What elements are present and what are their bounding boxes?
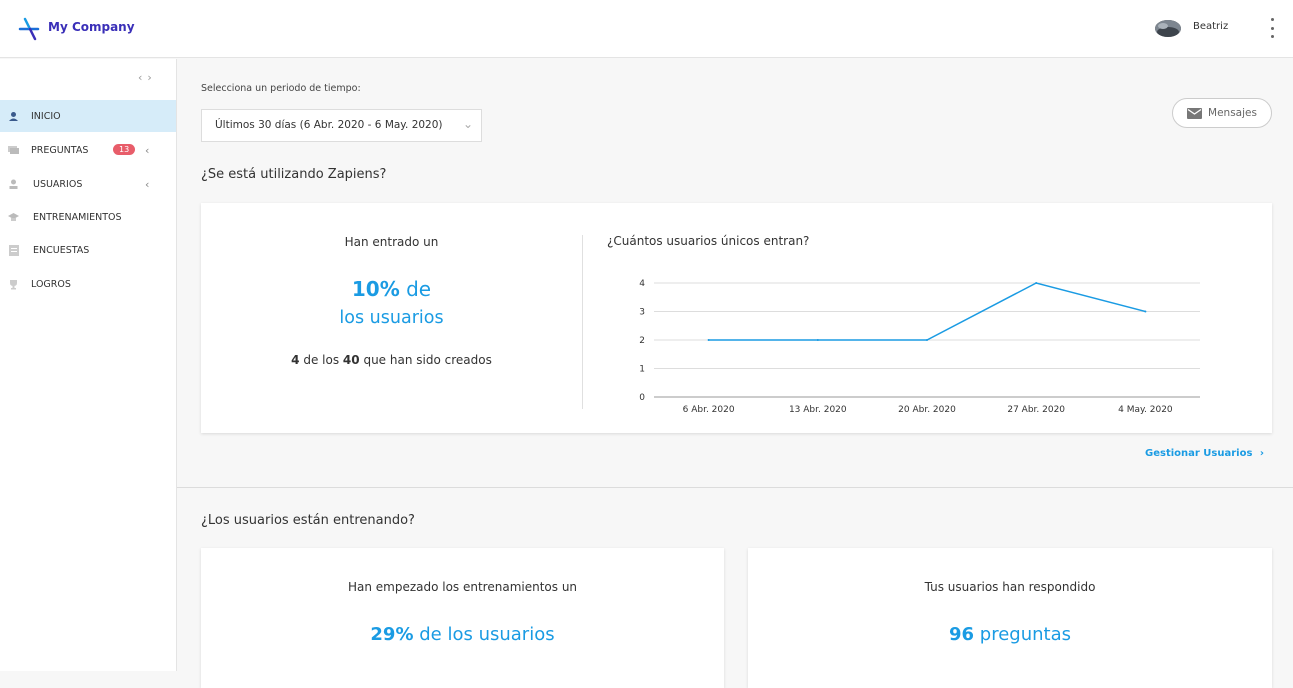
x-tick-label: 4 May. 2020 [1118, 405, 1173, 415]
usage-percent: 10% [351, 277, 400, 301]
survey-icon [8, 244, 19, 256]
training-started-value-line: 29% de los usuarios [201, 624, 724, 645]
usage-intro: Han entrado un [344, 235, 439, 249]
answered-questions-value: 96 [948, 624, 975, 645]
manage-users-link[interactable]: Gestionar Usuarios › [1145, 448, 1264, 459]
answered-questions-value-line: 96 preguntas [748, 624, 1272, 645]
company-logo-icon[interactable] [16, 16, 42, 42]
top-bar: My Company Beatriz [0, 0, 1293, 58]
y-tick-label: 1 [639, 365, 645, 375]
sidebar-item-usuarios[interactable]: USUARIOS ‹ [0, 168, 176, 200]
training-section-title: ¿Los usuarios están entrenando? [201, 513, 415, 528]
sidebar-item-preguntas[interactable]: PREGUNTAS 13 ‹ [0, 134, 176, 166]
x-tick-label: 6 Abr. 2020 [683, 405, 735, 415]
period-label: Selecciona un periodo de tiempo: [201, 83, 361, 94]
sidebar: ‹› INICIO PREGUNTAS 13 ‹ USUARIOS ‹ ENTR… [0, 59, 177, 671]
x-tick-label: 20 Abr. 2020 [898, 405, 956, 415]
usage-total: 40 [342, 353, 360, 367]
period-select-value: Últimos 30 días (6 Abr. 2020 - 6 May. 20… [215, 119, 443, 131]
x-tick-label: 27 Abr. 2020 [1007, 405, 1065, 415]
users-line-chart: 0 1 2 3 4 6 Abr. 2020 13 Abr. 2020 20 Abr. 2020… [639, 279, 1200, 415]
person-icon [8, 179, 19, 190]
user-circle-icon [8, 111, 19, 122]
sidebar-item-logros[interactable]: LOGROS [0, 268, 176, 300]
user-name[interactable]: Beatriz [1193, 21, 1229, 32]
chevron-down-icon: ⌄ [462, 117, 473, 131]
period-select[interactable]: Últimos 30 días (6 Abr. 2020 - 6 May. 20… [201, 109, 482, 142]
y-tick-label: 4 [639, 279, 645, 289]
chevron-right-icon: › [1259, 448, 1265, 459]
usage-percent-line: 10% de [201, 277, 582, 301]
answered-questions-card: Tus usuarios han respondido 96 preguntas [748, 548, 1272, 688]
usage-section-title: ¿Se está utilizando Zapiens? [201, 167, 387, 182]
data-point[interactable] [926, 339, 928, 341]
x-tick-label: 13 Abr. 2020 [789, 405, 847, 415]
usage-count-line: 4 de los 40 que han sido creados [201, 353, 582, 367]
usage-card: Han entrado un 10% de los usuarios 4 de … [201, 203, 1272, 433]
answered-questions-suffix: preguntas [979, 624, 1071, 645]
sidebar-item-label: PREGUNTAS [31, 144, 89, 156]
brand-name[interactable]: My Company [48, 20, 135, 34]
chart-title: ¿Cuántos usuarios únicos entran? [607, 234, 810, 248]
training-started-suffix: de los usuarios [419, 624, 555, 645]
training-started-percent: 29% [370, 624, 414, 645]
messages-button[interactable]: Mensajes [1172, 98, 1272, 128]
y-tick-label: 3 [639, 308, 645, 318]
more-options-icon[interactable] [1266, 18, 1278, 38]
sidebar-item-label: LOGROS [31, 278, 71, 290]
section-divider [177, 487, 1293, 488]
graduation-cap-icon [8, 212, 19, 223]
y-tick-label: 0 [639, 393, 645, 403]
chat-icon [8, 145, 19, 156]
answered-questions-intro: Tus usuarios han respondido [924, 580, 1096, 594]
main-content: Selecciona un periodo de tiempo: Últimos… [177, 59, 1293, 688]
notification-badge: 13 [113, 144, 136, 155]
training-started-intro: Han empezado los entrenamientos un [347, 580, 578, 594]
usage-count: 4 [291, 353, 300, 367]
sidebar-item-label: INICIO [31, 110, 61, 122]
usage-percent-suffix: de [406, 277, 432, 301]
envelope-icon [1187, 107, 1203, 119]
chevron-left-icon[interactable]: ‹ [145, 143, 150, 157]
y-tick-label: 2 [639, 336, 645, 346]
sidebar-item-encuestas[interactable]: ENCUESTAS [0, 234, 176, 266]
trophy-icon [8, 279, 19, 290]
manage-users-link-label: Gestionar Usuarios [1145, 448, 1253, 459]
chevron-left-icon[interactable]: ‹ [145, 177, 150, 191]
sidebar-item-label: ENCUESTAS [33, 244, 90, 256]
collapse-sidebar-icon[interactable]: ‹› [138, 71, 157, 84]
card-divider [582, 235, 583, 409]
data-point[interactable] [816, 339, 819, 341]
usage-count-suffix: que han sido creados [363, 353, 492, 367]
avatar[interactable] [1155, 20, 1181, 37]
data-point[interactable] [707, 339, 710, 341]
data-point[interactable] [1144, 310, 1147, 313]
sidebar-item-label: USUARIOS [33, 178, 83, 190]
usage-percent-line2: los usuarios [339, 308, 444, 328]
usage-count-mid: de los [303, 353, 340, 367]
sidebar-item-label: ENTRENAMIENTOS [33, 211, 122, 223]
sidebar-item-entrenamientos[interactable]: ENTRENAMIENTOS [0, 201, 176, 233]
sidebar-item-inicio[interactable]: INICIO [0, 100, 176, 132]
training-started-card: Han empezado los entrenamientos un 29% d… [201, 548, 724, 688]
data-point[interactable] [1035, 282, 1038, 284]
messages-button-label: Mensajes [1208, 107, 1257, 119]
